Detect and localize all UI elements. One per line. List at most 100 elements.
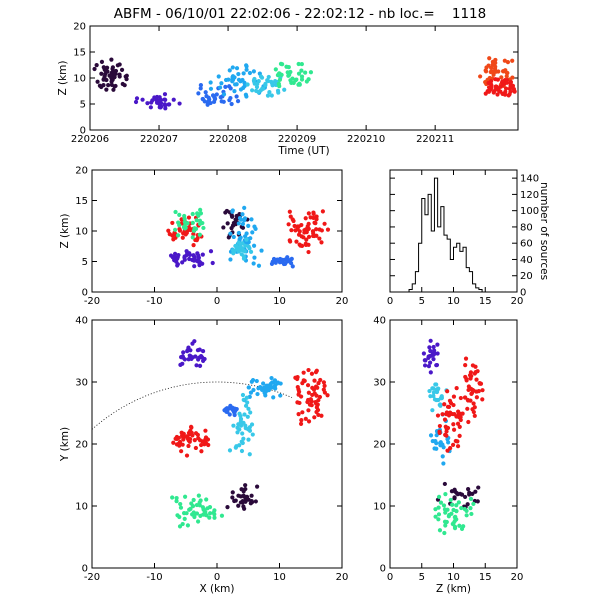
source-point — [265, 93, 271, 98]
x-tick-label: 20 — [336, 296, 349, 307]
source-point — [207, 505, 213, 510]
source-point — [435, 342, 440, 347]
source-point — [231, 234, 236, 240]
source-point — [269, 93, 274, 98]
source-point — [474, 395, 479, 400]
source-point — [248, 501, 253, 506]
source-point — [198, 207, 203, 212]
source-point — [436, 517, 441, 522]
source-point — [430, 408, 435, 413]
source-point — [236, 71, 241, 77]
source-point — [180, 260, 185, 265]
source-point — [489, 65, 494, 71]
source-point — [181, 355, 186, 360]
source-point — [422, 363, 428, 368]
source-point — [218, 95, 223, 100]
source-point — [210, 260, 215, 266]
source-point — [249, 217, 254, 222]
source-point — [180, 442, 185, 447]
source-point — [510, 58, 515, 63]
source-point — [217, 85, 223, 90]
source-point — [243, 234, 248, 239]
source-point — [436, 494, 442, 499]
source-point — [230, 209, 235, 214]
source-point — [428, 394, 433, 399]
source-point — [443, 432, 448, 437]
source-point — [109, 57, 114, 62]
source-point — [304, 228, 309, 233]
source-point — [266, 74, 271, 80]
source-point — [203, 509, 208, 515]
source-point — [175, 233, 181, 238]
source-point — [145, 101, 150, 106]
source-point — [106, 83, 111, 88]
source-point — [192, 437, 197, 443]
source-point — [227, 98, 232, 103]
x-tick-label: -20 — [84, 296, 100, 307]
source-point — [251, 69, 256, 74]
source-point — [278, 256, 283, 262]
y-tick-label: 120 — [520, 190, 539, 201]
source-point — [271, 395, 276, 400]
source-point — [450, 442, 456, 447]
source-point — [285, 259, 290, 264]
source-point — [306, 234, 312, 239]
source-point — [180, 235, 185, 240]
source-point — [280, 62, 285, 67]
source-point — [319, 228, 324, 233]
source-point — [451, 427, 457, 432]
source-point — [208, 86, 214, 91]
source-point — [423, 358, 428, 363]
source-point — [433, 514, 438, 519]
y-axis-label: Z (km) — [57, 60, 69, 95]
source-point — [428, 338, 433, 343]
source-point — [240, 431, 245, 436]
y-tick-label: 40 — [373, 316, 386, 327]
source-point — [134, 96, 140, 101]
source-point — [182, 494, 188, 499]
source-point — [319, 240, 324, 245]
source-point — [196, 255, 201, 260]
source-point — [196, 357, 201, 362]
source-point — [208, 80, 213, 85]
source-point — [201, 358, 206, 363]
source-point — [246, 437, 251, 442]
source-point — [192, 226, 197, 231]
x-tick-label: 220209 — [278, 134, 316, 145]
source-point — [488, 79, 494, 84]
source-point — [227, 448, 233, 453]
source-point — [231, 423, 236, 428]
source-point — [255, 391, 260, 397]
source-point — [421, 351, 426, 356]
source-point — [431, 390, 436, 395]
source-point — [170, 220, 175, 226]
source-point — [162, 92, 168, 97]
source-point — [291, 80, 296, 85]
source-point — [171, 97, 176, 102]
x-tick-label: 220211 — [416, 134, 454, 145]
source-point — [312, 378, 317, 383]
source-point — [471, 401, 476, 406]
y-tick-label: 30 — [75, 378, 88, 389]
source-point — [234, 94, 239, 99]
source-point — [314, 227, 319, 232]
source-point — [275, 88, 281, 93]
source-point — [227, 84, 232, 89]
x-tick-label: -20 — [84, 572, 100, 583]
y-tick-label: 10 — [75, 502, 88, 513]
source-point — [258, 74, 264, 79]
source-point — [427, 360, 433, 365]
source-point — [192, 255, 197, 260]
source-point — [458, 395, 463, 401]
source-point — [190, 355, 195, 360]
source-point — [471, 409, 476, 415]
source-point — [177, 443, 182, 448]
source-point — [172, 254, 177, 259]
source-point — [431, 393, 436, 399]
source-point — [436, 505, 441, 510]
source-point — [110, 77, 115, 82]
source-point — [297, 81, 302, 86]
source-point — [186, 215, 192, 220]
source-point — [232, 412, 237, 418]
